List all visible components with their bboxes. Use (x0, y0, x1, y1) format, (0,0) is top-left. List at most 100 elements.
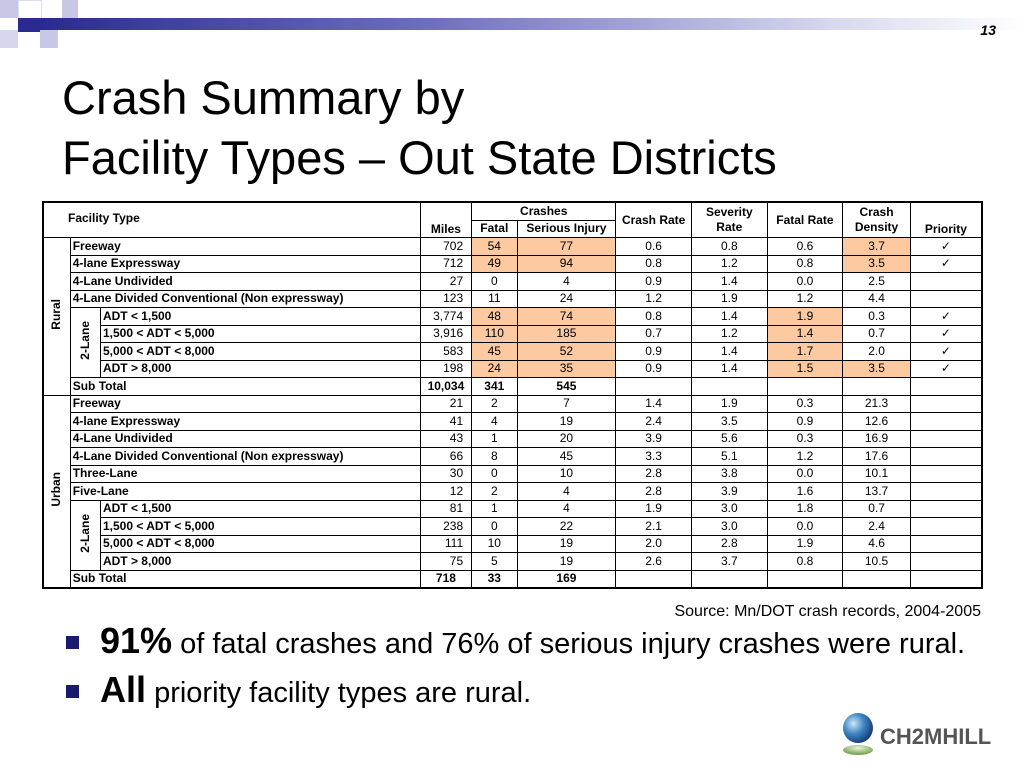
cell-miles: 3,916 (419, 324, 473, 343)
facility-name: 5,000 < ADT < 8,000 (99, 534, 421, 553)
cell-fatal-rate: 1.5 (766, 359, 844, 378)
cell-priority (909, 517, 983, 536)
cell-serious: 20 (516, 429, 617, 448)
cell-density: 0.7 (842, 499, 911, 518)
region-label-cell: Rural (42, 237, 71, 396)
cell-priority: ✓ (909, 237, 983, 256)
cell-serious: 19 (516, 412, 617, 431)
header-crash-density: Crash Density (842, 201, 911, 238)
bullet-text: priority facility types are rural. (146, 677, 532, 709)
cell-fatal-rate: 1.6 (766, 482, 844, 501)
cell-severity-rate: 1.2 (690, 254, 768, 273)
header-gradient-bar (40, 18, 1024, 30)
subtotal-fatal: 33 (471, 569, 518, 589)
empty-cell (766, 569, 844, 589)
subtotal-row: Sub Total 10,034 341 545 (43, 377, 983, 396)
cell-fatal: 4 (471, 412, 518, 431)
facility-name: 4-lane Expressway (69, 254, 421, 273)
cell-miles: 21 (419, 394, 473, 413)
cell-miles: 43 (419, 429, 473, 448)
cell-severity-rate: 3.5 (690, 412, 768, 431)
cell-fatal: 1 (471, 429, 518, 448)
title-line-1: Crash Summary by (62, 71, 465, 124)
facility-name: 4-Lane Divided Conventional (Non express… (69, 447, 421, 466)
cell-priority (909, 464, 983, 483)
cell-fatal-rate: 0.0 (766, 272, 844, 291)
region-label: Rural (49, 298, 64, 330)
cell-serious: 4 (516, 499, 617, 518)
cell-fatal-rate: 0.9 (766, 412, 844, 431)
cell-severity-rate: 1.4 (690, 272, 768, 291)
table-row: 1,500 < ADT < 5,000 3,916 110 185 0.7 1.2 1.4 0… (43, 324, 983, 343)
subtotal-miles: 10,034 (419, 377, 473, 396)
two-lane-label-cell: 2-Lane (69, 307, 101, 378)
table-row: Three-Lane 30 0 10 2.8 3.8 0.0 10.1 (43, 464, 983, 483)
table-row: 1,500 < ADT < 5,000 238 0 22 2.1 3.0 0.0 2.4 (43, 517, 983, 536)
cell-severity-rate: 1.4 (690, 307, 768, 326)
region-label-cell: Urban (42, 394, 71, 589)
empty-cell (842, 569, 911, 589)
empty-cell (766, 377, 844, 396)
two-lane-label: 2-Lane (77, 321, 92, 360)
table-row: Rural Freeway 702 54 77 0.6 0.8 0.6 3.7 ✓ (42, 237, 983, 396)
bullet-item: 91% of fatal crashes and 76% of serious … (62, 623, 982, 660)
cell-fatal-rate: 1.8 (766, 499, 844, 518)
cell-miles: 75 (419, 552, 473, 571)
bullet-square-icon (66, 685, 79, 698)
decor-square-1 (0, 0, 18, 18)
cell-severity-rate: 0.8 (690, 237, 768, 256)
header-miles: Miles (419, 201, 473, 238)
cell-crash-rate: 2.1 (615, 517, 692, 536)
bullet-square-icon (66, 636, 79, 649)
crash-summary-table: Facility Type Miles Crashes Crash Rate S… (42, 201, 983, 589)
cell-fatal-rate: 1.2 (766, 289, 844, 308)
table-row: 4-Lane Undivided 43 1 20 3.9 5.6 0.3 16.9 (43, 429, 983, 448)
cell-fatal: 0 (471, 272, 518, 291)
cell-miles: 66 (419, 447, 473, 466)
cell-crash-rate: 0.9 (615, 272, 692, 291)
bullet-lead: All (100, 669, 147, 710)
facility-name: Five-Lane (69, 482, 421, 501)
decor-square-2 (18, 0, 42, 20)
cell-fatal: 10 (471, 534, 518, 553)
facility-name: ADT > 8,000 (99, 552, 421, 571)
subtotal-serious: 545 (516, 377, 617, 396)
cell-density: 0.7 (842, 324, 911, 343)
cell-miles: 238 (419, 517, 473, 536)
cell-severity-rate: 3.0 (690, 499, 768, 518)
empty-cell (690, 569, 768, 589)
cell-priority: ✓ (909, 324, 983, 343)
cell-fatal: 1 (471, 499, 518, 518)
cell-serious: 22 (516, 517, 617, 536)
cell-density: 2.4 (842, 517, 911, 536)
cell-fatal: 11 (471, 289, 518, 308)
cell-fatal-rate: 1.9 (766, 534, 844, 553)
cell-miles: 27 (419, 272, 473, 291)
cell-crash-rate: 0.6 (615, 237, 692, 256)
cell-miles: 3,774 (419, 307, 473, 326)
cell-fatal-rate: 0.0 (766, 517, 844, 536)
facility-name: ADT < 1,500 (99, 307, 421, 326)
cell-fatal-rate: 1.9 (766, 307, 844, 326)
table-body: Rural Freeway 702 54 77 0.6 0.8 0.6 3.7 ✓ 4-lane E… (42, 237, 983, 589)
table-row: 4-Lane Divided Conventional (Non express… (43, 447, 983, 466)
facility-name: ADT < 1,500 (99, 499, 421, 518)
cell-density: 17.6 (842, 447, 911, 466)
table-row: 4-Lane Divided Conventional (Non express… (43, 289, 983, 308)
decor-square-6 (62, 0, 78, 18)
cell-crash-rate: 2.4 (615, 412, 692, 431)
cell-fatal: 2 (471, 482, 518, 501)
facility-name: Three-Lane (69, 464, 421, 483)
cell-priority (909, 552, 983, 571)
cell-density: 10.1 (842, 464, 911, 483)
cell-severity-rate: 1.9 (690, 394, 768, 413)
cell-crash-rate: 1.2 (615, 289, 692, 308)
cell-fatal-rate: 0.3 (766, 429, 844, 448)
cell-crash-rate: 0.8 (615, 307, 692, 326)
cell-crash-rate: 2.8 (615, 464, 692, 483)
facility-name: 5,000 < ADT < 8,000 (99, 342, 421, 361)
cell-serious: 10 (516, 464, 617, 483)
cell-miles: 30 (419, 464, 473, 483)
table-row: 2-Lane ADT < 1,500 81 1 4 1.9 3.0 1.8 0.7 (43, 499, 983, 571)
header-priority: Priority (909, 201, 983, 238)
